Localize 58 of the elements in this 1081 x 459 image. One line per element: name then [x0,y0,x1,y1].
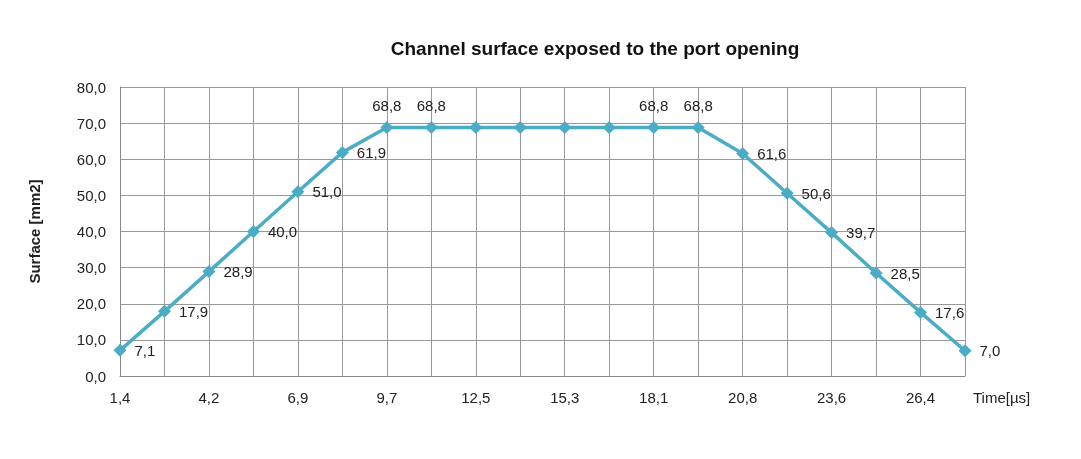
y-tick-label: 30,0 [76,259,106,277]
data-label: 40,0 [267,223,298,240]
x-axis-title: Time[µs] [973,389,1031,406]
point [780,186,794,200]
x-tick-label: 12,5 [461,389,491,406]
data-label: 7,0 [979,342,1001,360]
point [825,226,839,240]
point [869,266,883,280]
x-tick-label: 9,7 [376,389,398,406]
data-label: 61,9 [356,143,387,161]
x-tick-label: 26,4 [905,389,936,406]
x-tick-label: 18,1 [639,389,669,406]
point [558,120,572,134]
data-label: 68,8 [683,96,713,114]
chart-title: Channel surface exposed to the port opening [390,38,800,59]
y-tick-label: 10,0 [76,331,106,349]
point [647,120,661,134]
point [380,120,394,134]
point [958,344,972,358]
y-tick-label: 80,0 [76,78,106,96]
point [246,225,260,238]
data-label: 51,0 [312,183,342,201]
data-label: 61,6 [757,144,787,162]
data-label: 68,8 [639,96,669,114]
data-label: 39,7 [846,224,876,242]
y-tick-label: 70,0 [76,114,106,132]
point [691,120,705,134]
data-label: 50,6 [801,184,831,202]
y-tick-label: 60,0 [76,150,106,168]
point [291,185,305,199]
point [602,120,616,134]
data-label: 7,1 [134,341,156,359]
point [736,146,750,160]
y-tick-label: 20,0 [76,295,106,313]
point [335,145,349,159]
y-tick-label: 50,0 [76,186,106,204]
x-tick-label: 20,8 [728,389,758,406]
point [513,120,527,134]
data-label: 28,9 [223,263,253,281]
x-tick-label: 15,3 [550,389,580,406]
point [469,120,483,134]
y-tick-label: 0,0 [85,367,106,385]
x-tick-label: 23,6 [816,389,847,406]
x-tick-label: 6,9 [287,389,309,406]
x-tick-label: 4,2 [198,389,220,406]
point [157,304,171,318]
point [914,305,928,319]
data-label: 17,6 [935,303,965,321]
x-tick-label: 1,4 [109,389,131,406]
point [424,120,438,134]
data-label: 68,8 [372,96,402,114]
y-tick-label: 40,0 [76,223,106,240]
y-axis-title: Surface [mm2] [26,179,43,284]
point [202,265,216,279]
data-label: 17,9 [178,302,209,320]
data-label: 68,8 [416,96,446,114]
point [113,343,127,357]
data-label: 28,5 [890,264,920,282]
